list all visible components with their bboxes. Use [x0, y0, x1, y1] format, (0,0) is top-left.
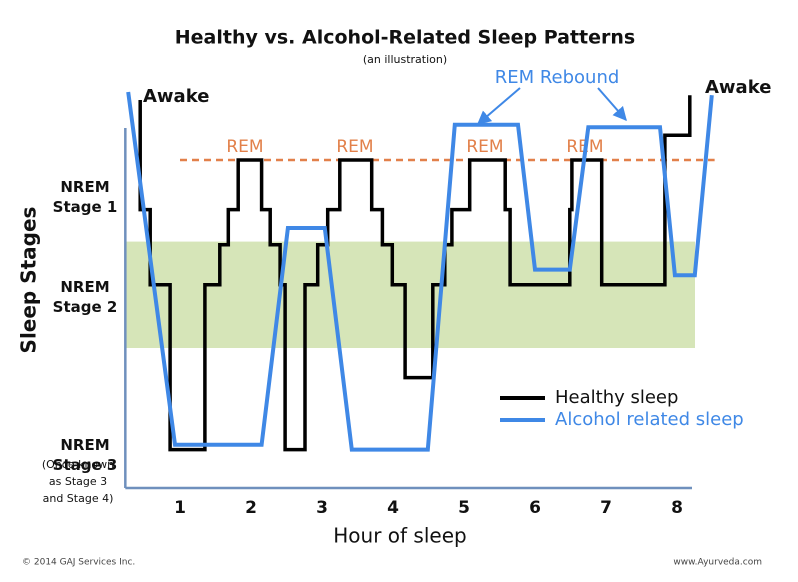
x-tick-label: 6	[529, 498, 541, 518]
y-tick-label-line: Stage 3	[53, 456, 118, 474]
x-tick-label: 8	[671, 498, 683, 518]
chart-title: Healthy vs. Alcohol-Related Sleep Patter…	[175, 27, 635, 49]
annotation-arrow	[476, 87, 521, 125]
plot-background	[125, 241, 695, 348]
awake-label: Awake	[143, 86, 209, 107]
y-tick-label: NREM Stage 1	[53, 177, 118, 215]
footer: www.Ayurveda.com	[673, 558, 762, 568]
awake-label: Awake	[705, 77, 771, 98]
rem-rebound-label: REM Rebound	[495, 67, 620, 88]
y-tick-label-line: NREM	[60, 277, 109, 295]
stage-note: and Stage 4)	[43, 492, 114, 505]
x-axis-label: Hour of sleep	[333, 524, 466, 548]
x-tick-label: 2	[245, 498, 257, 518]
stage-note: (Once known	[42, 458, 114, 471]
x-tick-label: 1	[174, 498, 186, 518]
legend-label: Alcohol related sleep	[555, 409, 744, 430]
y-tick-label: NREM Stage 3	[53, 436, 118, 474]
stage-band	[125, 241, 695, 348]
y-tick-label-line: Stage 2	[53, 297, 118, 315]
x-tick-label: 7	[600, 498, 612, 518]
legend-label: Healthy sleep	[555, 387, 678, 408]
series-line	[138, 95, 692, 452]
rem-label: REM	[336, 137, 373, 157]
y-tick-label-line: Stage 1	[53, 197, 118, 215]
annotation-arrow	[597, 87, 627, 122]
y-tick-label-line: NREM	[60, 177, 109, 195]
x-tick-label: 3	[316, 498, 328, 518]
rem-label: REM	[226, 137, 263, 157]
stage-note: as Stage 3	[49, 475, 107, 488]
x-tick-label: 5	[458, 498, 470, 518]
x-tick-label: 4	[387, 498, 399, 518]
y-axis-label: Sleep Stages	[17, 207, 41, 354]
y-tick-label: NREM Stage 2	[53, 277, 118, 315]
chart-subtitle: (an illustration)	[363, 53, 447, 66]
y-tick-label-line: NREM	[60, 436, 109, 454]
rem-label: REM	[466, 137, 503, 157]
footer: © 2014 GAJ Services Inc.	[22, 558, 135, 568]
series-line	[126, 91, 714, 452]
